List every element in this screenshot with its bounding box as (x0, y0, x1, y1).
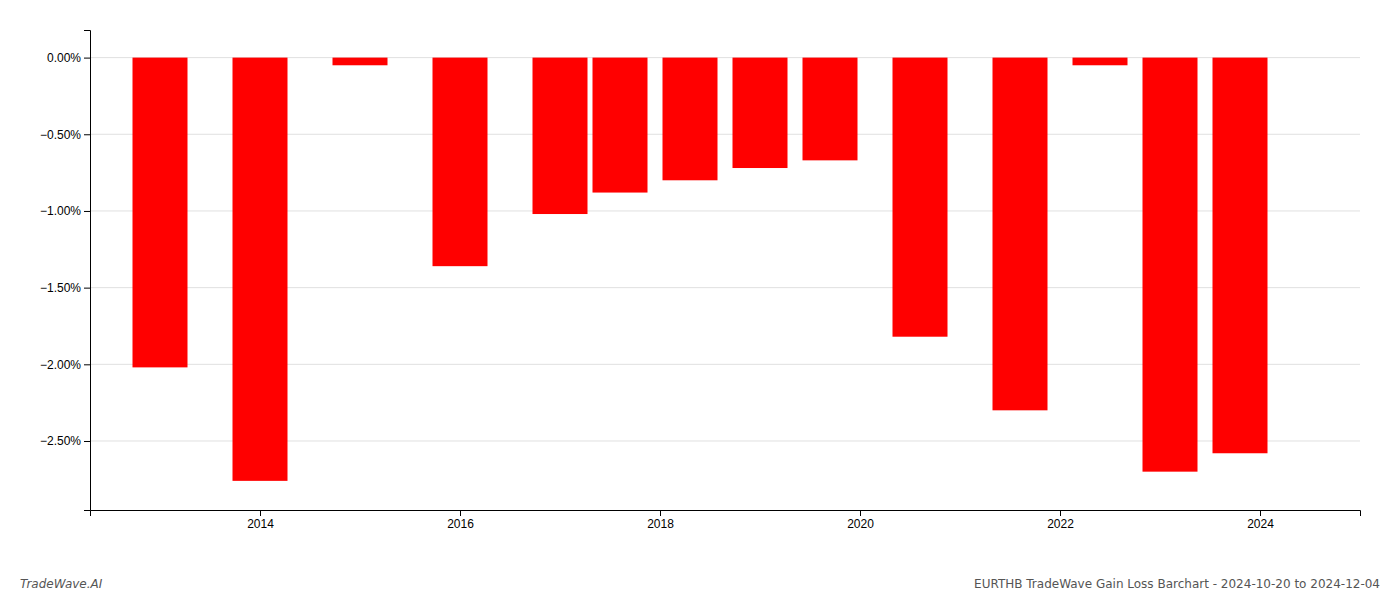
x-tick-label: 2022 (1047, 517, 1074, 531)
x-tick-mark (260, 510, 261, 516)
x-tick-mark (1060, 510, 1061, 516)
y-tick-mark (84, 364, 90, 365)
footer-right: EURTHB TradeWave Gain Loss Barchart - 20… (974, 577, 1380, 591)
x-tick-label: 2018 (647, 517, 674, 531)
bar (1213, 58, 1268, 454)
y-tick-label: −2.00% (40, 358, 81, 372)
x-tick: 2022 (1047, 510, 1074, 531)
x-tick: 2020 (847, 510, 874, 531)
y-axis: 0.00% −0.50% −1.00% −1.50% −2.00% −2.50% (40, 31, 91, 511)
bar (1143, 58, 1198, 472)
x-tick-label: 2014 (247, 517, 274, 531)
x-tick: 2014 (247, 510, 274, 531)
bars (133, 58, 1268, 481)
bar (333, 58, 388, 66)
y-tick-mark (84, 134, 90, 135)
x-axis: 2014 2016 2018 2020 2022 2024 (91, 510, 1361, 531)
footer-left: TradeWave.AI (20, 577, 103, 591)
bar (233, 58, 288, 481)
bar (433, 58, 488, 267)
y-tick-mark (84, 288, 90, 289)
x-tick: 2016 (447, 510, 474, 531)
y-tick-label: 0.00% (47, 51, 81, 65)
y-tick-label: −2.50% (40, 434, 81, 448)
bar (533, 58, 588, 214)
bar (893, 58, 948, 337)
x-tick: 2024 (1247, 510, 1274, 531)
y-axis-line (84, 31, 91, 511)
y-tick-label: −0.50% (40, 128, 81, 142)
y-tick: −2.00% (40, 358, 90, 372)
x-tick-label: 2016 (447, 517, 474, 531)
bar (733, 58, 788, 168)
x-tick: 2018 (647, 510, 674, 531)
x-tick-mark (460, 510, 461, 516)
y-tick-label: −1.00% (40, 204, 81, 218)
bar (993, 58, 1048, 411)
y-tick: 0.00% (47, 51, 90, 65)
bar (133, 58, 188, 368)
bar (1073, 58, 1128, 66)
bar (803, 58, 858, 161)
y-tick: −1.00% (40, 204, 90, 218)
y-tick-mark (84, 211, 90, 212)
y-tick: −1.50% (40, 281, 90, 295)
x-axis-line (91, 511, 1361, 517)
y-tick: −2.50% (40, 434, 90, 448)
x-tick-mark (860, 510, 861, 516)
x-tick-label: 2024 (1247, 517, 1274, 531)
x-tick-mark (1260, 510, 1261, 516)
bar (593, 58, 648, 193)
y-tick-mark (84, 441, 90, 442)
x-tick-mark (660, 510, 661, 516)
y-tick-label: −1.50% (40, 281, 81, 295)
y-tick-mark (84, 58, 90, 59)
bar (663, 58, 718, 181)
y-tick: −0.50% (40, 128, 90, 142)
plot: 2014 2016 2018 2020 2022 2024 0.00% −0.50% −1.00… (40, 31, 1361, 531)
x-tick-label: 2020 (847, 517, 874, 531)
chart: 2014 2016 2018 2020 2022 2024 0.00% −0.50% −1.00… (0, 0, 1400, 600)
